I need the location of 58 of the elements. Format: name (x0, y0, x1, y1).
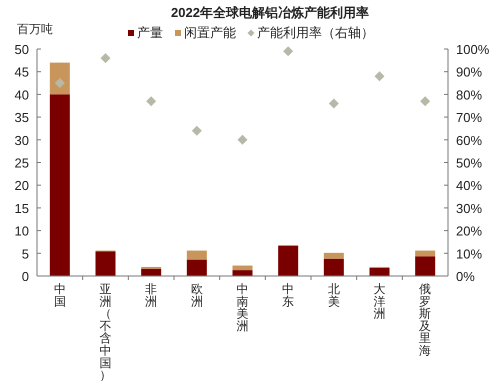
bar (324, 252, 344, 259)
x-tick-label: 北美 (328, 282, 340, 308)
bar (186, 250, 207, 260)
x-tick-label: 亚洲（不含中国） (100, 282, 112, 382)
bar (96, 251, 116, 276)
y-tick-label: 20 (14, 178, 29, 194)
y-tick-label: 10 (14, 224, 29, 239)
bar (324, 258, 344, 276)
y2-tick-label: 10% (456, 246, 482, 262)
bar (50, 62, 70, 94)
y-axis-title: 百万吨 (17, 22, 53, 36)
bar (232, 270, 252, 276)
legend-label: 闲置产能 (184, 25, 236, 40)
y-tick-label: 30 (14, 132, 29, 148)
x-tick-label: 欧洲 (190, 282, 203, 308)
point (374, 71, 384, 82)
bar (370, 268, 390, 276)
x-tick-label: 非洲 (145, 282, 158, 308)
bar (415, 250, 436, 256)
bar (278, 246, 298, 276)
y2-tick-label: 50% (456, 156, 482, 170)
point (146, 96, 156, 106)
x-tick-label: 中东 (282, 282, 294, 308)
point (420, 96, 430, 106)
y2-tick-label: 70% (456, 110, 482, 126)
x-tick-label: 俄罗斯及里海 (419, 282, 432, 358)
point (192, 126, 202, 136)
y2-tick-label: 0% (456, 269, 476, 284)
y-tick-label: 40 (14, 87, 29, 102)
bar (141, 268, 162, 276)
y2-tick-label: 80% (456, 87, 482, 102)
x-tick-label: 中国 (54, 282, 66, 308)
bar (186, 260, 207, 276)
y-tick-label: 35 (14, 110, 29, 126)
y-tick-label: 25 (14, 156, 29, 170)
x-tick-label: 中南美洲 (236, 282, 248, 333)
y-tick-label: 45 (14, 64, 29, 80)
y2-tick-label: 20% (456, 224, 482, 239)
chart-title: 2022年全球电解铝冶炼产能利用率 (171, 5, 369, 20)
point (238, 134, 248, 145)
y2-tick-label: 60% (456, 132, 482, 148)
y2-tick-label: 100% (456, 42, 490, 57)
bar (232, 266, 252, 270)
bar (50, 94, 70, 276)
y-tick-label: 15 (14, 200, 29, 216)
point (100, 53, 110, 64)
y-tick-label: 5 (22, 246, 29, 262)
legend-label: 产能利用率（右轴） (257, 25, 374, 40)
bar (415, 256, 436, 276)
x-tick-label: 大洋洲 (374, 282, 386, 321)
point (283, 46, 294, 56)
point (328, 98, 339, 108)
y2-tick-label: 40% (456, 178, 482, 194)
y2-tick-label: 30% (456, 200, 482, 216)
y2-tick-label: 90% (456, 64, 482, 80)
y-tick-label: 0 (22, 269, 29, 284)
legend-label: 产量 (137, 25, 163, 40)
y-tick-label: 50 (14, 42, 29, 57)
